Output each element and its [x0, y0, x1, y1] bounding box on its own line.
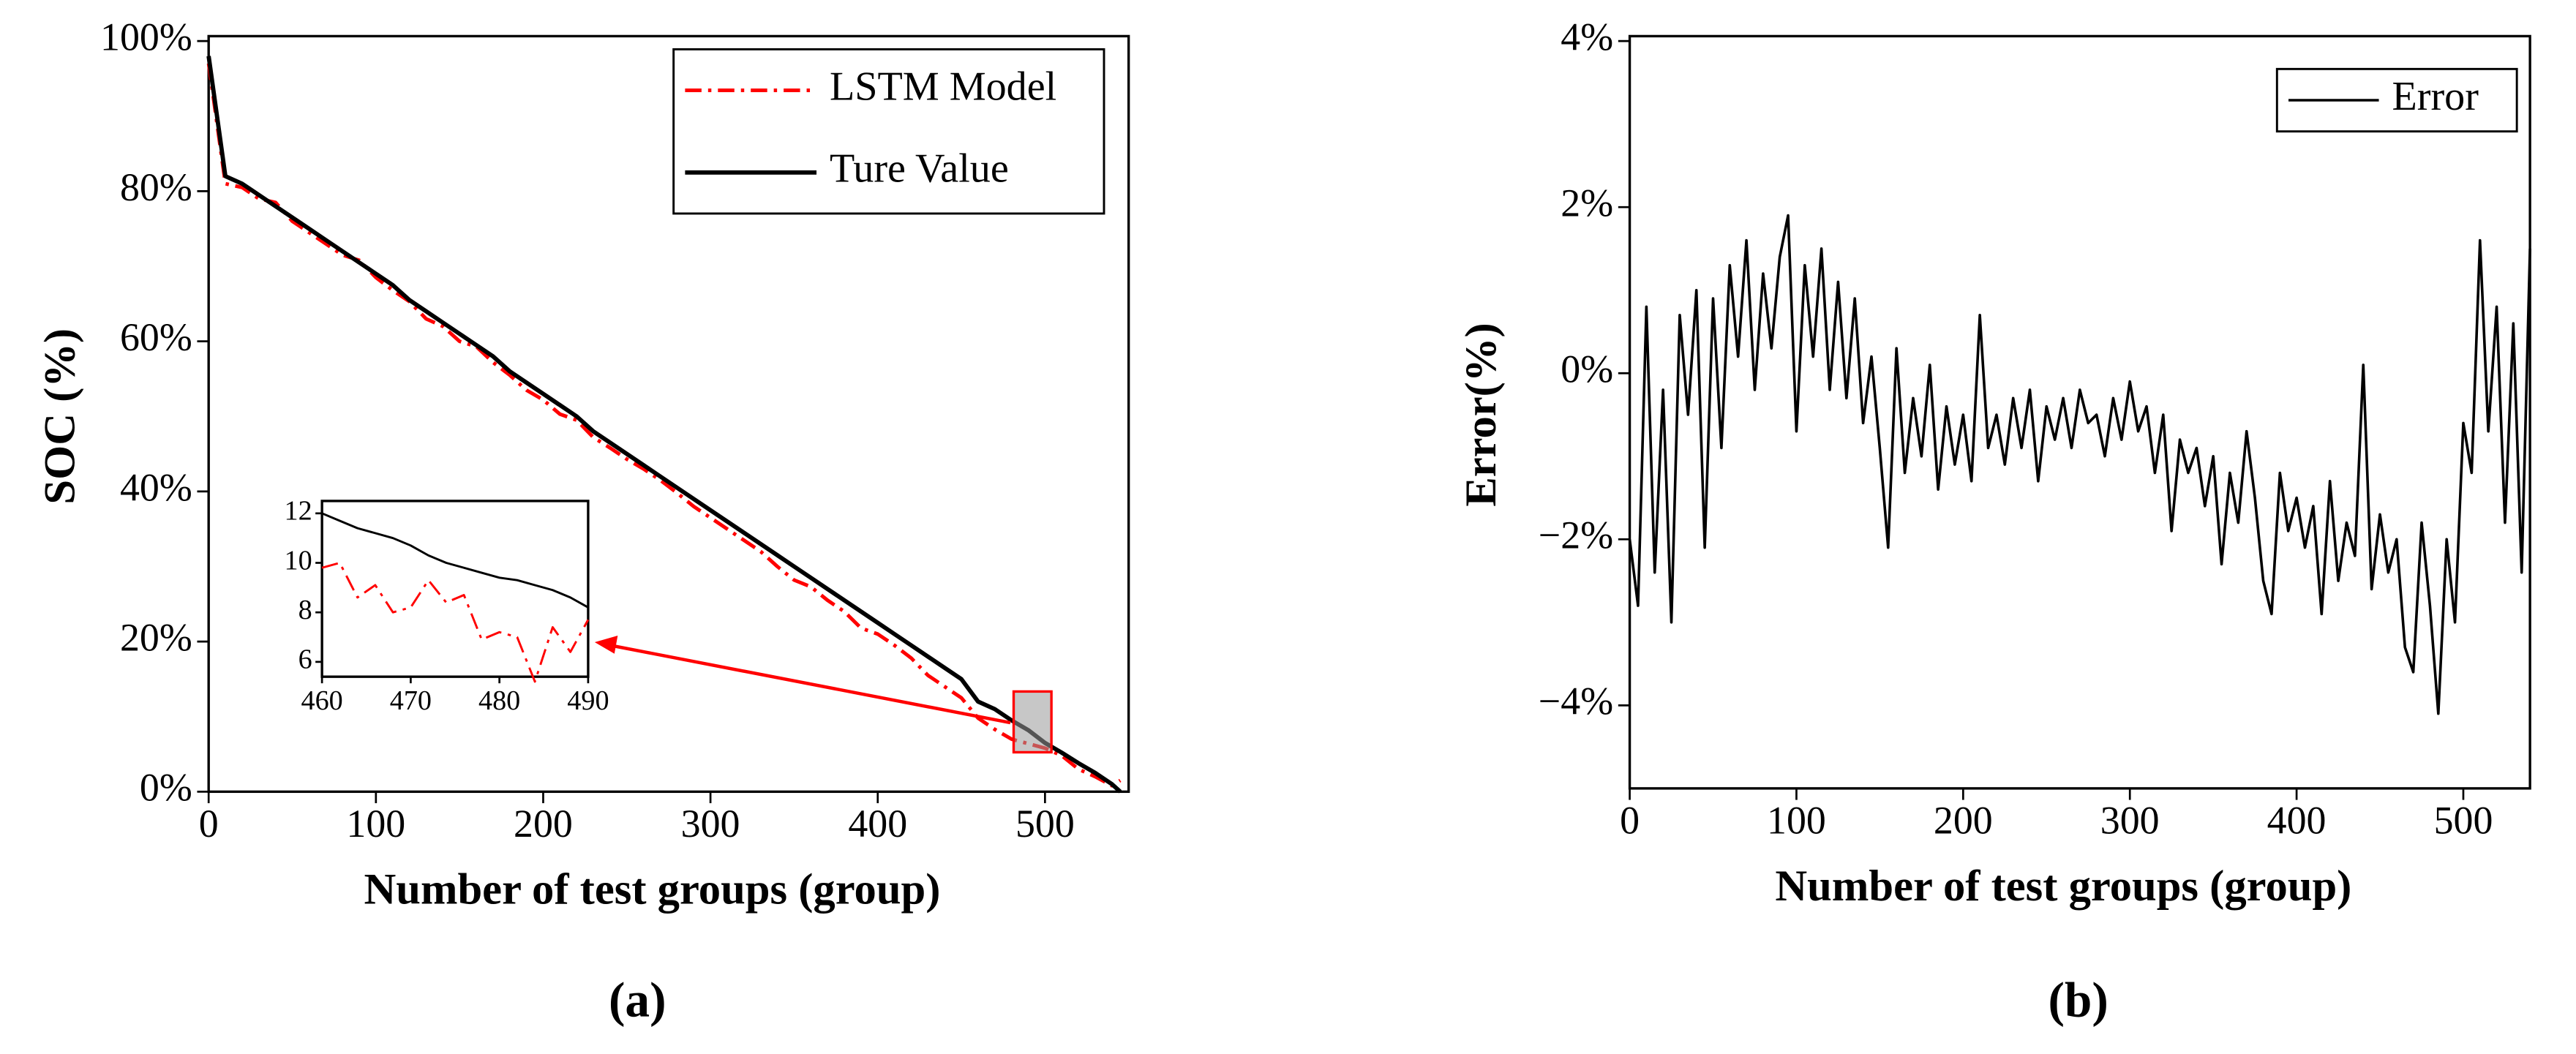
y-tick-label: 8	[298, 595, 312, 625]
x-tick-label: 500	[2434, 799, 2493, 843]
y-tick-label: −4%	[1539, 680, 1613, 723]
y-tick-label: 10	[284, 545, 312, 576]
y-tick-label: −2%	[1539, 513, 1613, 557]
y-tick-label: 80%	[120, 165, 192, 209]
x-tick-label: 460	[301, 685, 343, 716]
x-tick-label: 490	[567, 685, 609, 716]
x-tick-label: 500	[1015, 802, 1075, 846]
legend-box	[672, 48, 1105, 215]
x-tick-label: 400	[2267, 799, 2327, 843]
y-tick-label: 20%	[120, 616, 192, 660]
zoom-arrow	[610, 644, 1011, 725]
legend-label: Ture Value	[830, 146, 1009, 192]
y-tick-label: 12	[284, 496, 312, 527]
plot-frame	[1628, 34, 2531, 790]
x-tick-label: 0	[1620, 799, 1640, 843]
data-line	[1628, 214, 2531, 715]
y-tick-label: 0%	[1561, 347, 1613, 391]
y-tick-label: 40%	[120, 465, 192, 509]
x-tick-label: 100	[1767, 799, 1826, 843]
y-tick-label: 4%	[1561, 15, 1613, 59]
y-tick-label: 6	[298, 644, 312, 675]
y-tick-label: 2%	[1561, 181, 1613, 225]
y-axis-label: Error(%)	[1457, 323, 1506, 506]
data-line	[321, 512, 589, 609]
zoom-region	[1012, 690, 1053, 754]
panel-caption: (a)	[609, 973, 666, 1028]
x-tick-label: 300	[2100, 799, 2160, 843]
arrow-head	[594, 636, 618, 654]
y-axis-label: SOC (%)	[35, 328, 84, 505]
plot-frame	[207, 34, 1130, 794]
x-axis-label: Number of test groups (group)	[364, 865, 941, 914]
data-line	[321, 562, 590, 683]
x-tick-label: 470	[390, 685, 432, 716]
y-tick-label: 60%	[120, 315, 192, 359]
x-tick-label: 300	[681, 802, 740, 846]
y-tick-label: 100%	[100, 15, 192, 59]
y-tick-label: 0%	[140, 766, 192, 810]
x-tick-label: 200	[1934, 799, 1993, 843]
data-line	[206, 56, 1122, 794]
x-tick-label: 400	[848, 802, 907, 846]
x-tick-label: 200	[514, 802, 573, 846]
panel-caption: (b)	[2048, 973, 2108, 1028]
x-tick-label: 100	[346, 802, 405, 846]
x-tick-label: 0	[199, 802, 219, 846]
x-tick-label: 480	[478, 685, 520, 716]
legend-label: LSTM Model	[830, 64, 1056, 109]
x-axis-label: Number of test groups (group)	[1775, 862, 2351, 911]
legend-label: Error	[2392, 74, 2479, 119]
